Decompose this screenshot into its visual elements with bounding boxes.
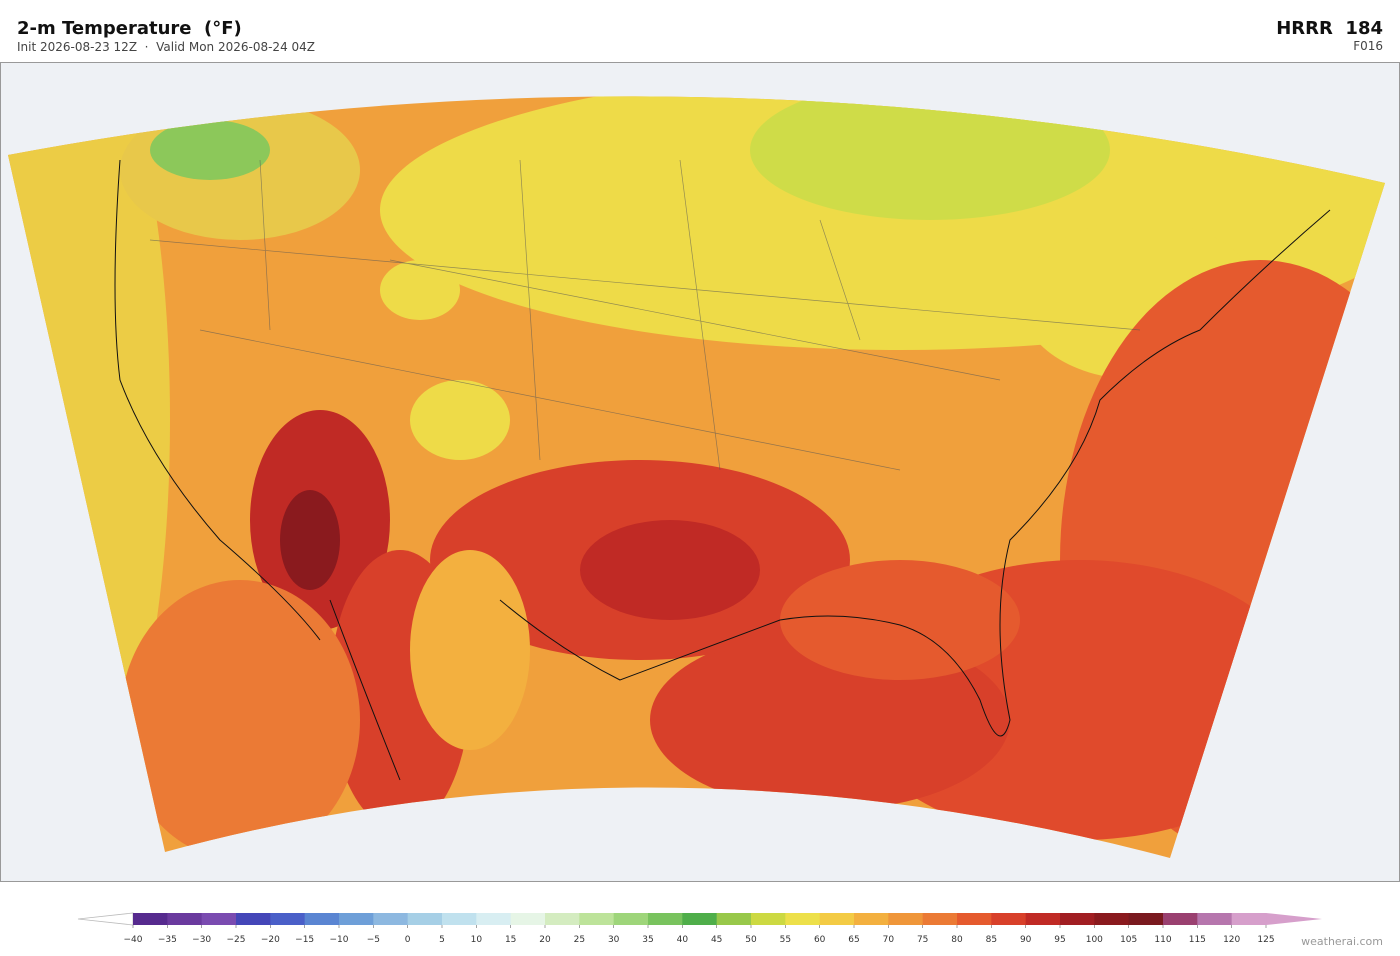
colorbar-label: 25 — [574, 935, 585, 945]
colorbar-swatch — [510, 913, 546, 925]
colorbar-swatch — [716, 913, 752, 925]
colorbar-label: 35 — [642, 935, 653, 945]
colorbar-label: 10 — [471, 935, 483, 945]
colorbar-label: 125 — [1257, 935, 1274, 945]
colorbar-swatch — [785, 913, 821, 925]
colorbar-label: 80 — [951, 935, 963, 945]
title: 2-m Temperature (°F) — [17, 18, 242, 39]
colorbar-swatch — [1094, 913, 1130, 925]
colorbar-label: −15 — [295, 935, 314, 945]
colorbar-label: 95 — [1054, 935, 1065, 945]
colorbar-swatch — [407, 913, 443, 925]
colorbar-swatch — [270, 913, 306, 925]
colorbar-label: −25 — [227, 935, 246, 945]
colorbar-swatch — [339, 913, 374, 925]
colorbar-label: 100 — [1086, 935, 1103, 945]
colorbar-over — [1266, 913, 1322, 925]
colorbar-swatch — [1231, 913, 1267, 925]
colorbar-swatch — [1025, 913, 1061, 925]
colorbar-label: 0 — [405, 935, 411, 945]
colorbar-label: 75 — [917, 935, 928, 945]
colorbar-swatch — [373, 913, 409, 925]
colorbar-swatch — [133, 913, 168, 925]
colorbar-swatch — [682, 913, 718, 925]
colorbar-swatch — [579, 913, 615, 925]
colorbar-swatch — [167, 913, 203, 925]
colorbar-swatch — [1197, 913, 1233, 925]
colorbar-label: 55 — [780, 935, 791, 945]
colorbar-label: 65 — [848, 935, 859, 945]
colorbar-swatch — [236, 913, 271, 925]
colorbar-label: −30 — [192, 935, 211, 945]
colorbar-swatch — [1163, 913, 1198, 925]
colorbar-swatch — [442, 913, 477, 925]
model-label: HRRR 184 — [1276, 18, 1383, 39]
colorbar-label: −35 — [158, 935, 177, 945]
colorbar-swatch — [476, 913, 512, 925]
colorbar-swatch — [648, 913, 683, 925]
colorbar-label: 120 — [1223, 935, 1240, 945]
colorbar-swatch — [922, 913, 958, 925]
state-borders — [149, 159, 1141, 471]
colorbar: −40 −35 −30 −25 −20 −15 −10 −5 0 5 10 15 20 25 30 35 40 4… — [77, 912, 1322, 945]
map — [0, 62, 1400, 882]
forecast-hour: F016 — [1353, 39, 1383, 53]
colorbar-swatch — [1128, 913, 1164, 925]
colorbar-swatch — [1060, 913, 1095, 925]
colorbar-label: −5 — [367, 935, 380, 945]
colorbar-label: 5 — [439, 935, 445, 945]
colorbar-label: 105 — [1120, 935, 1137, 945]
colorbar-swatch — [304, 913, 340, 925]
colorbar-label: 90 — [1020, 935, 1032, 945]
colorbar-under — [77, 912, 134, 926]
colorbar-swatch — [201, 913, 237, 925]
colorbar-swatch — [991, 913, 1027, 925]
attribution: weatherai.com — [1301, 935, 1383, 948]
colorbar-label: 115 — [1189, 935, 1206, 945]
colorbar-label: 45 — [711, 935, 722, 945]
colorbar-swatch — [854, 913, 889, 925]
colorbar-label: 85 — [986, 935, 997, 945]
coastline — [114, 159, 1331, 781]
colorbar-swatch — [819, 913, 855, 925]
colorbar-label: −10 — [330, 935, 349, 945]
colorbar-label: 70 — [883, 935, 895, 945]
colorbar-label: 30 — [608, 935, 620, 945]
colorbar-swatch — [613, 913, 649, 925]
colorbar-swatch — [957, 913, 992, 925]
colorbar-label: 60 — [814, 935, 826, 945]
colorbar-label: −20 — [261, 935, 280, 945]
colorbar-label: 20 — [539, 935, 551, 945]
colorbar-swatch — [751, 913, 786, 925]
colorbar-label: −40 — [124, 935, 143, 945]
colorbar-swatch — [888, 913, 924, 925]
colorbar-label: 40 — [677, 935, 689, 945]
colorbar-swatch — [545, 913, 580, 925]
subtitle: Init 2026-08-23 12Z · Valid Mon 2026-08-… — [17, 40, 315, 54]
colorbar-label: 15 — [505, 935, 516, 945]
colorbar-label: 50 — [745, 935, 757, 945]
colorbar-label: 110 — [1154, 935, 1171, 945]
